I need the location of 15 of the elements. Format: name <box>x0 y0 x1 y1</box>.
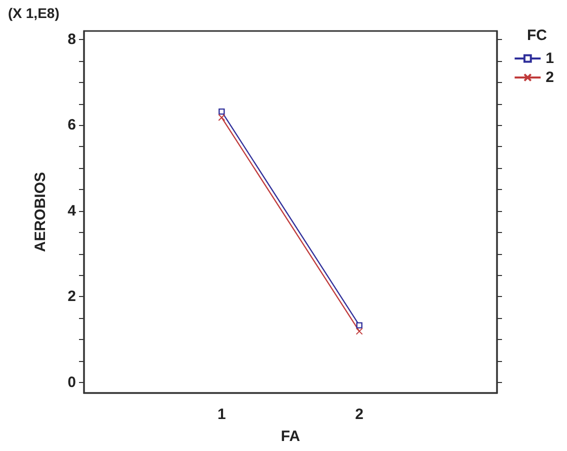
y-tick-label: 2 <box>68 288 76 306</box>
legend-title: FC <box>527 27 548 44</box>
text: (X 1,E8) <box>8 5 60 21</box>
legend-label: 2 <box>546 69 554 86</box>
point <box>356 322 362 328</box>
legend-label: 1 <box>546 50 554 67</box>
x-axis-title: FA <box>280 428 300 445</box>
point <box>356 328 363 335</box>
y-tick-label: 8 <box>68 31 76 48</box>
y-axis-title: AEROBIOS <box>32 172 49 252</box>
point <box>218 114 226 122</box>
y-tick-label: 0 <box>68 374 76 391</box>
y-tick-label: 4 <box>68 202 77 220</box>
y-tick-label: 6 <box>68 116 76 134</box>
point <box>218 108 225 115</box>
